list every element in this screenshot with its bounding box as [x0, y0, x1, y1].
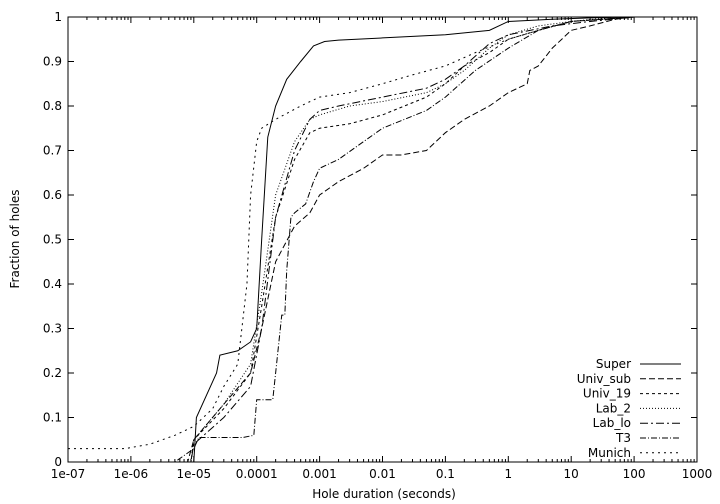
legend-label-lab-lo: Lab_lo: [593, 416, 631, 430]
series-layer: [68, 16, 697, 463]
series-line-super: [68, 16, 697, 463]
series-line-univ-sub: [68, 16, 697, 463]
x-tick-label: 1e-06: [114, 467, 149, 481]
series-line-munich: [68, 16, 697, 450]
y-tick-label: 0.2: [43, 366, 62, 380]
legend-label-univ-19: Univ_19: [583, 387, 631, 401]
y-tick-label: 0.9: [43, 55, 62, 69]
legend-label-t3: T3: [615, 431, 631, 445]
plot-frame: [67, 16, 698, 463]
y-tick-label: 1: [54, 10, 62, 24]
x-tick-label: 100: [623, 467, 646, 481]
x-tick-label: 1: [504, 467, 512, 481]
legend-label-univ-sub: Univ_sub: [577, 372, 631, 386]
y-tick-label: 0.6: [43, 188, 62, 202]
y-tick-label: 0.7: [43, 144, 62, 158]
legend-label-super: Super: [596, 357, 631, 371]
y-tick-label: 0.4: [43, 277, 62, 291]
x-tick-label: 0.1: [436, 467, 455, 481]
legend-label-munich: Munich: [588, 446, 631, 460]
x-tick-label: 1000: [682, 467, 713, 481]
series-line-lab-lo: [68, 16, 697, 463]
series-line-univ-19: [68, 16, 697, 463]
x-tick-label: 10: [564, 467, 579, 481]
y-tick-label: 0.5: [43, 233, 62, 247]
x-tick-label: 0.001: [302, 467, 336, 481]
series-line-t3: [68, 16, 697, 463]
series-line-lab-2: [68, 16, 697, 463]
y-tick-label: 0.3: [43, 322, 62, 336]
y-tick-label: 0: [54, 455, 62, 469]
y-axis-label: Fraction of holes: [8, 189, 22, 288]
x-axis-label: Hole duration (seconds): [312, 487, 456, 501]
x-tick-label: 0.01: [369, 467, 396, 481]
x-tick-label: 1e-05: [176, 467, 211, 481]
x-tick-label: 1e-07: [51, 467, 86, 481]
y-tick-label: 0.1: [43, 411, 62, 425]
legend-label-lab-2: Lab_2: [596, 401, 631, 415]
x-tick-label: 0.0001: [236, 467, 278, 481]
y-tick-label: 0.8: [43, 99, 62, 113]
